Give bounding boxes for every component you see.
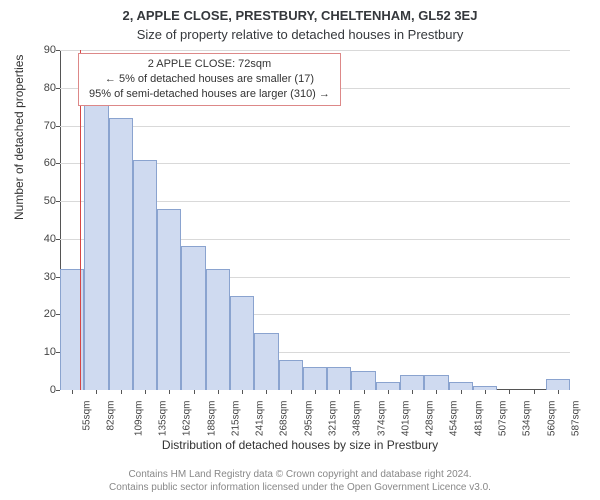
y-tick-label: 90 bbox=[30, 44, 56, 56]
plot-area: 0102030405060708090 55sqm82sqm109sqm135s… bbox=[60, 50, 570, 390]
histogram-bar bbox=[206, 269, 230, 390]
x-tick-mark bbox=[412, 390, 413, 394]
x-tick-mark bbox=[509, 390, 510, 394]
annotation-box: 2 APPLE CLOSE: 72sqm ← 5% of detached ho… bbox=[78, 53, 341, 106]
chart-title-desc: Size of property relative to detached ho… bbox=[0, 23, 600, 42]
x-tick-label: 321sqm bbox=[327, 401, 338, 437]
annotation-line-1: 2 APPLE CLOSE: 72sqm bbox=[89, 57, 330, 72]
x-tick-label: 295sqm bbox=[303, 401, 314, 437]
x-tick-label: 560sqm bbox=[546, 401, 557, 437]
histogram-bar bbox=[157, 209, 181, 390]
x-axis-label: Distribution of detached houses by size … bbox=[0, 438, 600, 452]
x-tick-label: 82sqm bbox=[106, 401, 117, 431]
x-tick-label: 188sqm bbox=[206, 401, 217, 437]
x-tick-label: 109sqm bbox=[133, 401, 144, 437]
x-tick-label: 55sqm bbox=[82, 401, 93, 431]
x-tick-mark bbox=[485, 390, 486, 394]
x-tick-mark bbox=[218, 390, 219, 394]
histogram-bar bbox=[400, 375, 424, 390]
x-tick-mark bbox=[145, 390, 146, 394]
histogram-bar bbox=[181, 246, 205, 390]
x-tick-mark bbox=[291, 390, 292, 394]
x-tick-label: 268sqm bbox=[279, 401, 290, 437]
x-tick-label: 348sqm bbox=[352, 401, 363, 437]
x-tick-mark bbox=[121, 390, 122, 394]
x-tick-mark bbox=[461, 390, 462, 394]
histogram-bar bbox=[133, 160, 157, 390]
chart-title-address: 2, APPLE CLOSE, PRESTBURY, CHELTENHAM, G… bbox=[0, 0, 600, 23]
y-tick-label: 60 bbox=[30, 157, 56, 169]
y-tick-label: 0 bbox=[30, 384, 56, 396]
annotation-line-3: 95% of semi-detached houses are larger (… bbox=[89, 87, 330, 102]
x-tick-mark bbox=[436, 390, 437, 394]
y-tick-label: 50 bbox=[30, 195, 56, 207]
annotation-line-2: ← 5% of detached houses are smaller (17) bbox=[89, 72, 330, 87]
x-tick-label: 481sqm bbox=[473, 401, 484, 437]
histogram-chart: 2, APPLE CLOSE, PRESTBURY, CHELTENHAM, G… bbox=[0, 0, 600, 500]
x-tick-mark bbox=[194, 390, 195, 394]
y-tick-label: 80 bbox=[30, 82, 56, 94]
y-tick-label: 20 bbox=[30, 308, 56, 320]
x-tick-label: 162sqm bbox=[182, 401, 193, 437]
histogram-bar bbox=[254, 333, 278, 390]
y-tick-label: 70 bbox=[30, 120, 56, 132]
x-tick-label: 507sqm bbox=[497, 401, 508, 437]
x-tick-mark bbox=[388, 390, 389, 394]
x-tick-mark bbox=[96, 390, 97, 394]
histogram-bar bbox=[230, 296, 254, 390]
x-tick-mark bbox=[534, 390, 535, 394]
x-tick-label: 454sqm bbox=[449, 401, 460, 437]
x-tick-mark bbox=[558, 390, 559, 394]
x-tick-label: 374sqm bbox=[376, 401, 387, 437]
x-tick-label: 587sqm bbox=[570, 401, 581, 437]
histogram-bar bbox=[109, 118, 133, 390]
y-tick-label: 10 bbox=[30, 346, 56, 358]
footer-line-1: Contains HM Land Registry data © Crown c… bbox=[0, 468, 600, 481]
x-tick-label: 428sqm bbox=[424, 401, 435, 437]
x-tick-mark bbox=[315, 390, 316, 394]
histogram-bar bbox=[376, 382, 400, 390]
x-tick-mark bbox=[266, 390, 267, 394]
histogram-bar bbox=[424, 375, 448, 390]
histogram-bar bbox=[279, 360, 303, 390]
y-tick-mark bbox=[56, 390, 60, 391]
footer-line-2: Contains public sector information licen… bbox=[0, 481, 600, 494]
x-tick-mark bbox=[364, 390, 365, 394]
histogram-bar bbox=[303, 367, 327, 390]
histogram-bar bbox=[351, 371, 375, 390]
x-tick-label: 135sqm bbox=[157, 401, 168, 437]
histogram-bar bbox=[84, 103, 108, 390]
x-tick-label: 241sqm bbox=[254, 401, 265, 437]
y-tick-label: 30 bbox=[30, 271, 56, 283]
x-tick-label: 401sqm bbox=[400, 401, 411, 437]
histogram-bar bbox=[449, 382, 473, 390]
histogram-bar bbox=[327, 367, 351, 390]
x-tick-label: 215sqm bbox=[230, 401, 241, 437]
footer-attribution: Contains HM Land Registry data © Crown c… bbox=[0, 468, 600, 494]
histogram-bar bbox=[546, 379, 570, 390]
y-axis-label: Number of detached properties bbox=[12, 55, 26, 220]
y-tick-label: 40 bbox=[30, 233, 56, 245]
x-tick-mark bbox=[242, 390, 243, 394]
x-tick-label: 534sqm bbox=[522, 401, 533, 437]
x-tick-mark bbox=[169, 390, 170, 394]
x-tick-mark bbox=[339, 390, 340, 394]
x-tick-mark bbox=[72, 390, 73, 394]
